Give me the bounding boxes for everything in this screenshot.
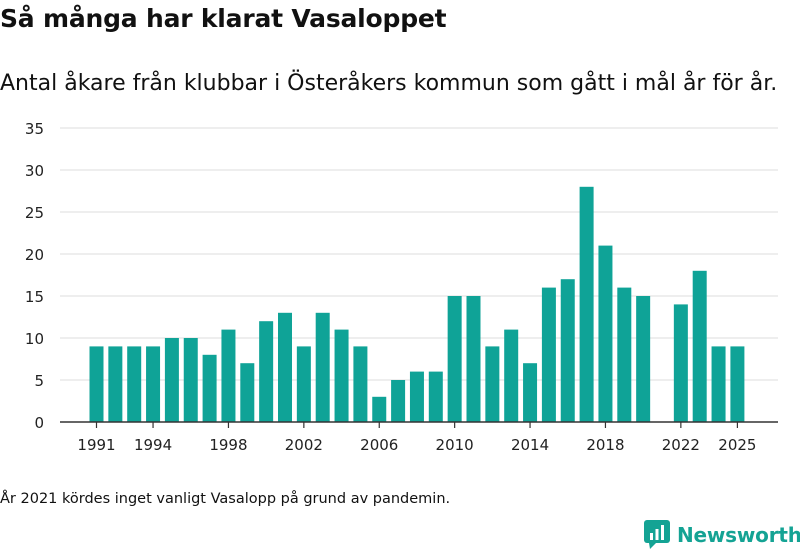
bar-1999 (240, 363, 255, 422)
x-tick-label-2006: 2006 (360, 436, 398, 454)
x-tick-label-2018: 2018 (586, 436, 624, 454)
bar-2011 (466, 296, 481, 422)
x-tick-label-2002: 2002 (285, 436, 323, 454)
y-tick-label-15: 15 (25, 288, 44, 306)
bar-2000 (259, 321, 274, 422)
y-tick-label-10: 10 (25, 330, 44, 348)
x-tick-label-2010: 2010 (436, 436, 474, 454)
bar-1998 (221, 329, 236, 422)
brand-name: Newsworthy (677, 523, 800, 547)
x-tick-label-2014: 2014 (511, 436, 549, 454)
y-tick-label-0: 0 (34, 414, 44, 432)
y-tick-label-20: 20 (25, 246, 44, 264)
bar-2024 (711, 346, 726, 422)
bar-2004 (334, 329, 349, 422)
bar-1994 (146, 346, 161, 422)
newsworthy-logo: Newsworthy (644, 519, 800, 551)
bar-1992 (108, 346, 123, 422)
y-tick-label-5: 5 (34, 372, 44, 390)
bar-2015 (541, 287, 556, 422)
bar-2002 (296, 346, 311, 422)
x-tick-label-1994: 1994 (134, 436, 172, 454)
y-tick-label-35: 35 (25, 120, 44, 138)
bar-2016 (560, 279, 575, 422)
bar-2008 (409, 371, 424, 422)
chart-subtitle: Antal åkare från klubbar i Österåkers ko… (0, 71, 778, 96)
bar-2014 (523, 363, 538, 422)
bar-2006 (372, 396, 387, 422)
bar-2019 (617, 287, 632, 422)
x-tick-label-2022: 2022 (662, 436, 700, 454)
bar-2012 (485, 346, 500, 422)
footnote: År 2021 kördes inget vanligt Vasalopp på… (0, 491, 451, 507)
bar-2022 (673, 304, 688, 422)
newsworthy-chart-icon (644, 520, 670, 549)
bar-1997 (202, 354, 217, 422)
bar-2009 (428, 371, 443, 422)
bar-2013 (504, 329, 519, 422)
y-tick-label-30: 30 (25, 162, 44, 180)
bar-2007 (391, 380, 406, 422)
bar-1991 (89, 346, 104, 422)
x-tick-label-1998: 1998 (209, 436, 247, 454)
bar-2001 (278, 312, 292, 422)
y-tick-label-25: 25 (25, 204, 44, 222)
bar-2003 (315, 312, 330, 422)
bar-1996 (183, 338, 198, 422)
x-tick-label-2025: 2025 (718, 436, 756, 454)
bar-2010 (447, 296, 462, 422)
bar-2017 (579, 186, 594, 422)
chart-title: Så många har klarat Vasaloppet (0, 4, 447, 33)
bar-2025 (730, 346, 745, 422)
bar-2023 (692, 270, 707, 422)
x-tick-label-1991: 1991 (77, 436, 115, 454)
bar-2018 (598, 245, 613, 422)
bar-2020 (636, 296, 651, 422)
bar-2005 (353, 346, 368, 422)
bar-1993 (127, 346, 142, 422)
bar-1995 (164, 338, 179, 422)
